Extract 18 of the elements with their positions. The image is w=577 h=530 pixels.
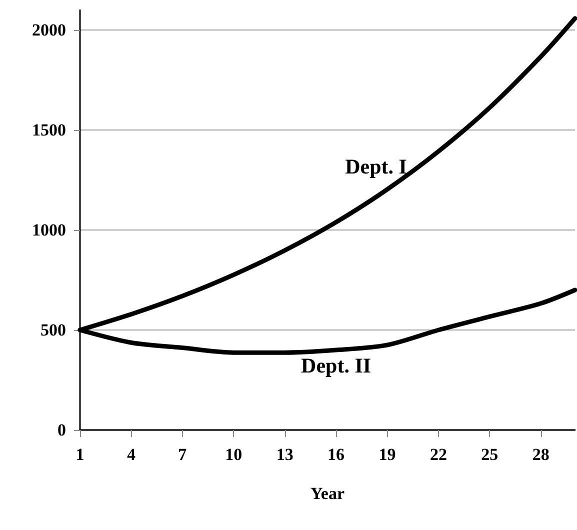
x-tick-label: 1: [76, 445, 84, 464]
x-tick-label: 16: [328, 445, 345, 464]
x-tick-label: 7: [178, 445, 188, 464]
x-tick-label: 22: [430, 445, 447, 464]
x-tick-label: 28: [532, 445, 550, 464]
x-tick-label: 25: [481, 445, 498, 464]
series-label: Dept. I: [345, 154, 407, 179]
x-tick-label: 13: [276, 445, 294, 464]
y-tick-label: 1500: [32, 120, 66, 140]
y-tick-label: 2000: [32, 20, 66, 40]
x-axis-title: Year: [310, 484, 345, 503]
y-tick-label: 1000: [32, 220, 66, 240]
x-tick-label: 4: [126, 445, 136, 464]
series-label: Dept. II: [301, 354, 372, 378]
x-tick-label: 19: [378, 445, 396, 464]
x-tick-label: 10: [225, 445, 242, 464]
y-tick-label: 0: [58, 420, 66, 440]
y-tick-label: 500: [40, 320, 66, 340]
